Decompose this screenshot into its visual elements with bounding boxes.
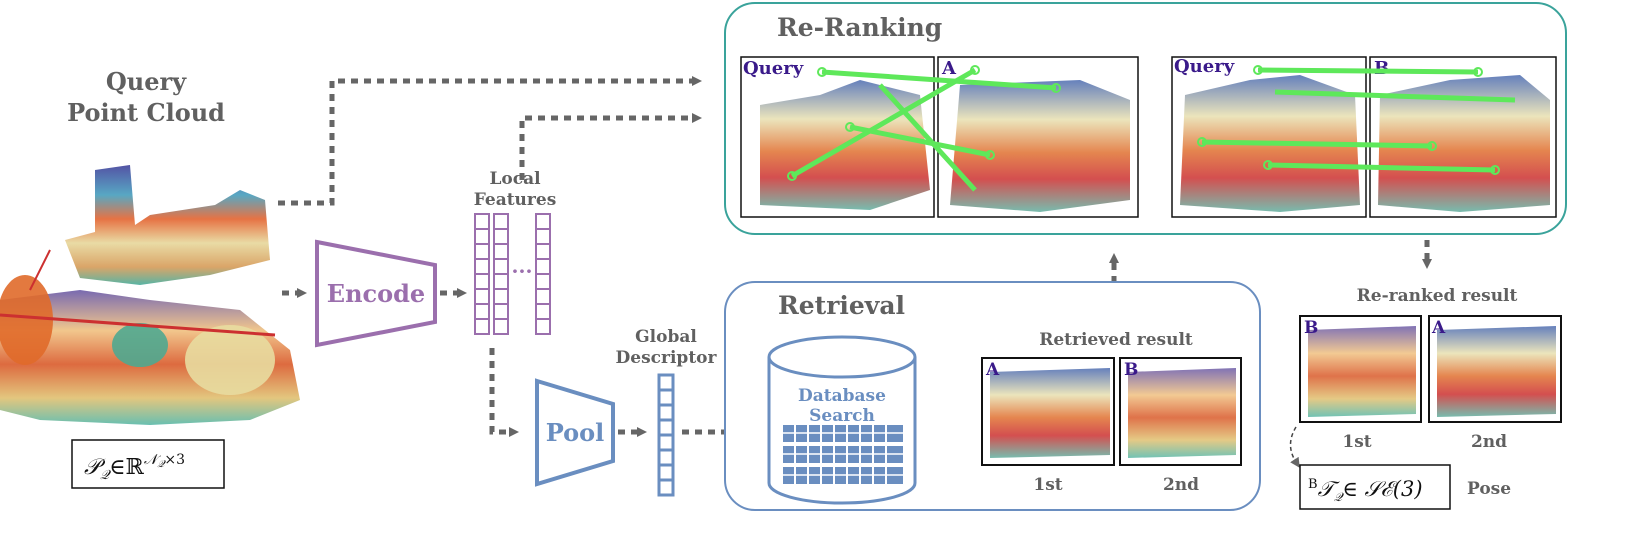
match-lines-pair1: [790, 67, 1057, 192]
svg-text:𝒫𝒬∈ℝ𝒩𝒬×3: 𝒫𝒬∈ℝ𝒩𝒬×3: [84, 452, 185, 483]
svg-text:B𝒯𝒬∈ 𝒮ℰ(3): B𝒯𝒬∈ 𝒮ℰ(3): [1308, 477, 1423, 504]
reranked-item-1-rank: 1st: [1342, 432, 1371, 452]
arrow-features-to-pool: [489, 348, 519, 437]
match-a-label: A: [941, 58, 957, 79]
pool-block: Pool: [535, 378, 615, 487]
query-point-cloud-image: [0, 165, 300, 425]
retrieved-item-1-label: A: [985, 360, 1000, 380]
pose-formula-sup: B: [1308, 477, 1318, 492]
match-b-label: B: [1374, 58, 1389, 79]
query-title-line2: Point Cloud: [67, 98, 225, 127]
match-query-label-1: Query: [743, 58, 804, 79]
feature-columns: [474, 213, 551, 335]
encode-block: Encode: [315, 239, 437, 348]
reranked-result-label: Re-ranked result: [1357, 286, 1518, 306]
reranked-result: Re-ranked result B 1st A 2nd: [1289, 286, 1562, 468]
local-features: Local Features ···: [474, 169, 557, 335]
retrieved-item-2-label: B: [1124, 360, 1138, 380]
reranked-item-1-label: B: [1304, 318, 1318, 338]
curved-arrow-to-pose: [1289, 426, 1300, 468]
query-title: Query Point Cloud: [67, 67, 225, 127]
pose-label: Pose: [1467, 479, 1511, 499]
pose-output: B𝒯𝒬∈ 𝒮ℰ(3) Pose: [1299, 464, 1511, 510]
encode-label: Encode: [327, 279, 425, 308]
query-formula-box: 𝒫𝒬∈ℝ𝒩𝒬×3: [71, 439, 225, 489]
pool-label: Pool: [546, 418, 605, 447]
database-line1: Database: [798, 386, 886, 406]
global-descriptor: Global Descriptor: [616, 327, 718, 497]
query-formula-sup-tail: ×3: [164, 452, 185, 468]
retrieval-title: Retrieval: [778, 291, 905, 320]
query-formula-rel: ∈ℝ: [109, 455, 144, 480]
pose-formula-rel: ∈ 𝒮ℰ(3): [1342, 477, 1422, 501]
arrow-local-features-to-reranking: [519, 113, 702, 180]
reranking-title: Re-Ranking: [777, 13, 942, 42]
match-query-label-2: Query: [1174, 56, 1235, 77]
match-lines-pair2: [1201, 67, 1516, 173]
reranking-panel: Re-Ranking Query A Query B: [724, 2, 1567, 235]
retrieved-item-2-rank: 2nd: [1163, 475, 1199, 495]
query-title-line1: Query: [106, 67, 187, 96]
global-descriptor-line1: Global: [635, 327, 697, 347]
database-icon: [767, 335, 917, 505]
pose-formula-sub: 𝒬: [1334, 490, 1345, 504]
database-line2: Search: [809, 406, 875, 426]
feature-ellipsis: ···: [512, 259, 533, 283]
local-features-line2: Features: [474, 190, 557, 210]
query-formula-sub: 𝒬: [100, 468, 112, 483]
retrieved-item-1-rank: 1st: [1033, 475, 1062, 495]
query-formula-sup-sub: 𝒬: [157, 459, 166, 470]
local-features-line1: Local: [489, 169, 541, 189]
reranked-item-2-label: A: [1431, 318, 1446, 338]
arrow-query-to-reranking: [278, 76, 702, 206]
retrieval-panel: Retrieval Database Search Retrieved resu…: [724, 281, 1261, 511]
retrieved-result-label: Retrieved result: [1039, 330, 1193, 350]
global-descriptor-line2: Descriptor: [616, 348, 718, 368]
reranked-item-2-rank: 2nd: [1471, 432, 1507, 452]
